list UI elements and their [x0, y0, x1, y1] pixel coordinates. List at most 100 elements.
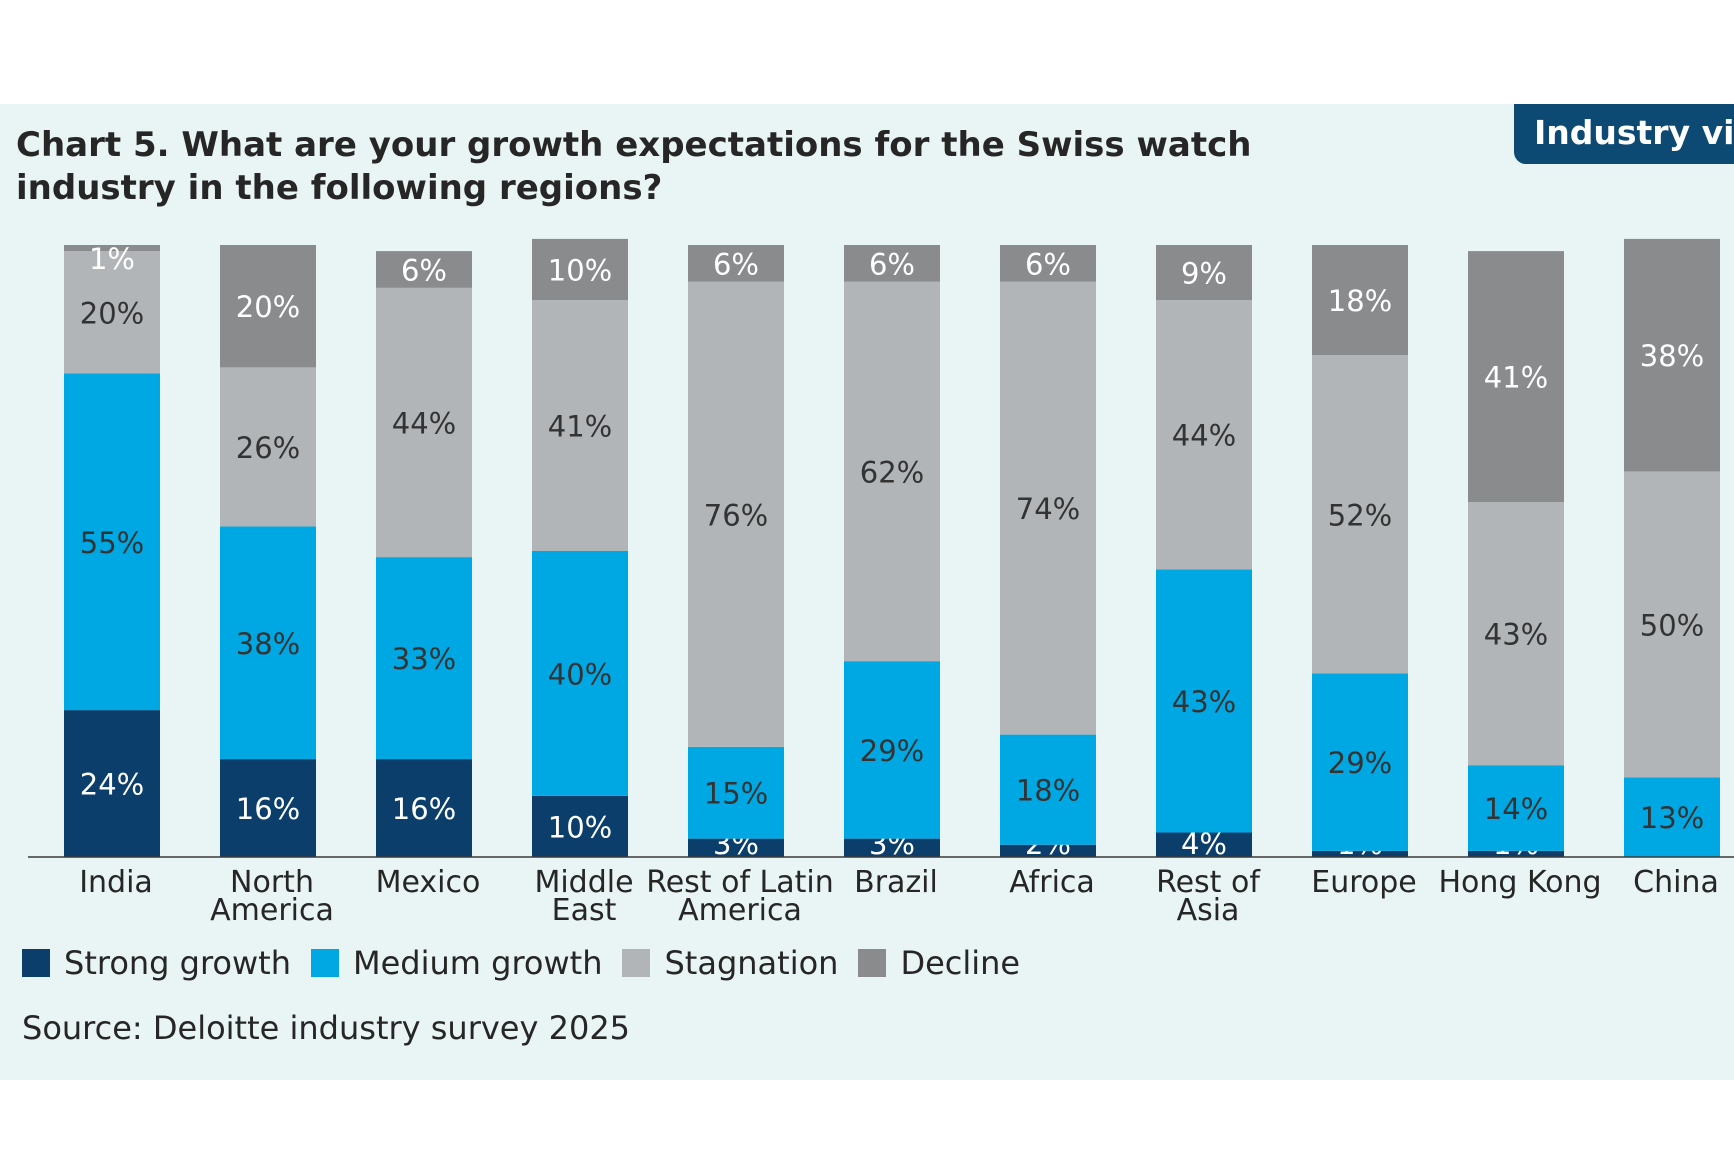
bar-segment-stagnation-2: [376, 287, 472, 558]
bar-segment-decline-1: [220, 245, 316, 368]
data-label-decline-2: 6%: [401, 253, 447, 287]
x-tick-label-line-10-0: China: [1633, 865, 1719, 900]
legend-label-decline: Decline: [900, 944, 1021, 982]
bars-group: 24% 55% 20% 1% 16% 38% 26% 20% 16% 33% 44% 6% 10% 40%…: [64, 238, 1720, 861]
bar-segment-medium-6: [1000, 734, 1096, 845]
data-label-stagnation-6: 74%: [1016, 492, 1080, 526]
x-tick-label-3: Middle East: [534, 865, 633, 928]
bar-segment-stagnation-5: [844, 281, 940, 662]
data-label-stagnation-10: 50%: [1640, 608, 1704, 642]
legend-item-stagnation: Stagnation: [622, 944, 838, 982]
x-tick-label-6: Africa: [1009, 865, 1095, 900]
x-tick-label-8: Europe: [1311, 865, 1417, 900]
source-note: Source: Deloitte industry survey 2025: [22, 1009, 631, 1047]
bar-segment-medium-9: [1468, 765, 1564, 851]
data-label-stagnation-5: 62%: [860, 455, 924, 489]
bar-segment-medium-1: [220, 526, 316, 760]
bar-segment-decline-7: [1156, 245, 1252, 301]
bar-segment-strong-2: [376, 759, 472, 857]
x-tick-label-line-3-1: East: [552, 893, 617, 928]
data-label-medium-6: 18%: [1016, 774, 1080, 808]
data-label-stagnation-1: 26%: [236, 431, 300, 465]
bar-segment-stagnation-9: [1468, 502, 1564, 766]
bar-segment-stagnation-8: [1312, 355, 1408, 674]
data-label-decline-0: 1%: [89, 242, 135, 276]
chart-panel: Chart 5. What are your growth expectatio…: [0, 104, 1734, 1080]
data-label-stagnation-0: 20%: [80, 296, 144, 330]
bar-segment-decline-9: [1468, 251, 1564, 503]
bar-segment-stagnation-7: [1156, 300, 1252, 570]
bar-segment-stagnation-4: [688, 281, 784, 747]
data-label-medium-9: 14%: [1484, 792, 1548, 826]
bar-segment-medium-4: [688, 746, 784, 839]
bar-segment-strong-3: [532, 795, 628, 857]
data-label-medium-7: 43%: [1172, 685, 1236, 719]
legend-swatch-medium-growth: [311, 949, 339, 977]
bar-segment-decline-5: [844, 245, 940, 282]
legend: Strong growth Medium growth Stagnation D…: [22, 944, 1040, 982]
x-tick-label-9: Hong Kong: [1438, 865, 1601, 900]
legend-swatch-decline: [858, 949, 887, 977]
stacked-bar-chart: 24% 55% 20% 1% 16% 38% 26% 20% 16% 33% 44% 6% 10% 40%…: [28, 238, 1734, 928]
x-tick-label-line-8-0: Europe: [1311, 865, 1417, 900]
x-tick-label-line-1-0: North: [230, 865, 314, 900]
x-tick-label-7: Rest of Asia: [1156, 865, 1261, 928]
bar-segment-decline-3: [532, 238, 628, 301]
bar-segment-strong-8: [1312, 850, 1408, 857]
bar-segment-strong-1: [220, 759, 316, 857]
bar-segment-medium-8: [1312, 673, 1408, 851]
bar-segment-stagnation-0: [64, 251, 160, 374]
data-label-medium-10: 13%: [1640, 801, 1704, 835]
x-tick-label-line-7-0: Rest of: [1156, 865, 1261, 900]
data-label-medium-8: 29%: [1328, 746, 1392, 780]
x-tick-label-10: China: [1633, 865, 1719, 900]
data-label-decline-3: 10%: [548, 253, 612, 287]
bar-segment-stagnation-1: [220, 367, 316, 527]
bar-segment-decline-2: [376, 251, 472, 288]
data-label-medium-1: 38%: [236, 627, 300, 661]
bar-segment-medium-3: [532, 551, 628, 796]
data-label-decline-9: 41%: [1484, 361, 1548, 395]
data-label-decline-5: 6%: [869, 247, 915, 281]
industry-view-tab[interactable]: Industry vie: [1514, 104, 1734, 164]
data-label-medium-0: 55%: [80, 526, 144, 560]
data-label-medium-5: 29%: [860, 734, 924, 768]
bar-segment-strong-9: [1468, 850, 1564, 857]
bar-segment-strong-4: [688, 838, 784, 857]
data-label-medium-4: 15%: [704, 777, 768, 811]
x-tick-label-line-7-1: Asia: [1177, 893, 1240, 928]
x-tick-label-1: North America: [210, 865, 334, 928]
data-label-strong-7: 4%: [1181, 827, 1227, 861]
x-tick-label-line-9-0: Hong Kong: [1438, 865, 1601, 900]
bar-segment-medium-0: [64, 373, 160, 711]
bar-segment-decline-10: [1624, 238, 1720, 472]
bar-segment-strong-0: [64, 710, 160, 857]
bar-segment-strong-7: [1156, 832, 1252, 857]
data-label-decline-4: 6%: [713, 247, 759, 281]
bar-segment-medium-10: [1624, 777, 1720, 857]
legend-label-strong-growth: Strong growth: [64, 944, 291, 982]
x-tick-label-line-6-0: Africa: [1009, 865, 1095, 900]
bar-segment-decline-4: [688, 245, 784, 282]
chart-title: Chart 5. What are your growth expectatio…: [16, 125, 1252, 208]
bar-segment-strong-5: [844, 838, 940, 857]
x-tick-label-line-0-0: India: [79, 865, 153, 900]
bar-segment-stagnation-3: [532, 300, 628, 551]
x-tick-label-line-5-0: Brazil: [854, 865, 938, 900]
bar-segment-decline-8: [1312, 245, 1408, 356]
x-tick-label-2: Mexico: [376, 865, 481, 900]
data-label-strong-3: 10%: [548, 810, 612, 844]
x-tick-label-line-4-1: America: [678, 893, 802, 928]
x-tick-label-line-1-1: America: [210, 893, 334, 928]
bar-segment-stagnation-10: [1624, 471, 1720, 778]
bar-segment-decline-6: [1000, 245, 1096, 282]
data-label-stagnation-4: 76%: [704, 498, 768, 532]
data-label-stagnation-2: 44%: [392, 406, 456, 440]
legend-swatch-strong-growth: [22, 949, 50, 977]
x-tick-label-5: Brazil: [854, 865, 938, 900]
data-label-medium-3: 40%: [548, 657, 612, 691]
data-label-decline-10: 38%: [1640, 339, 1704, 373]
x-tick-label-4: Rest of Latin America: [646, 865, 834, 928]
bar-segment-medium-7: [1156, 569, 1252, 833]
